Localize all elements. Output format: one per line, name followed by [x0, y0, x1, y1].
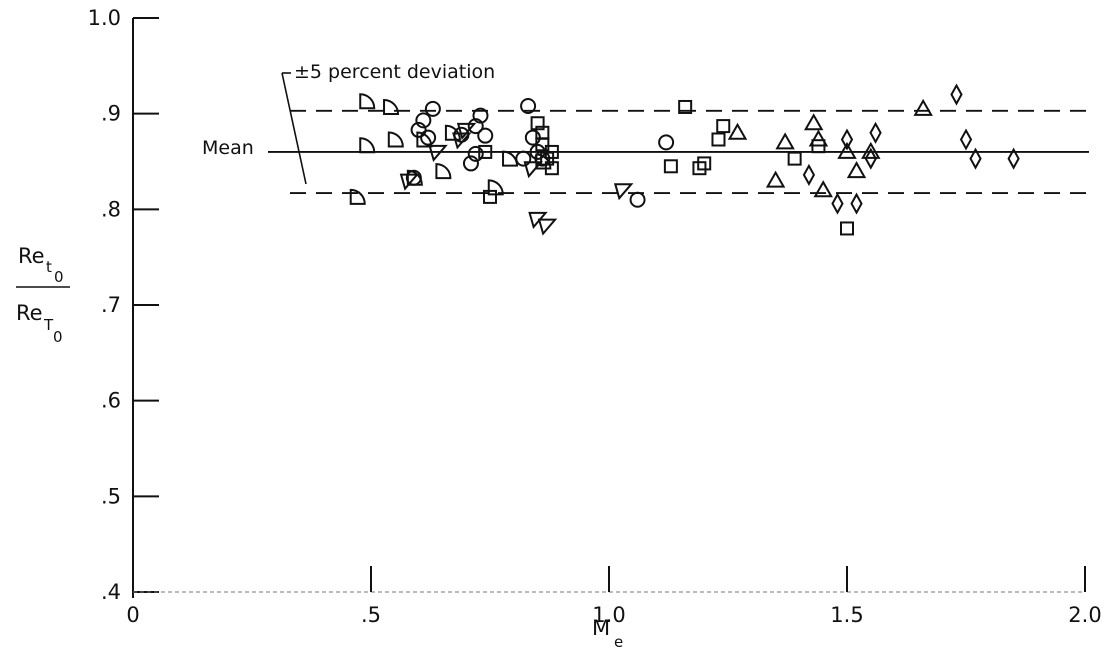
x-axis-label-main: M — [592, 616, 610, 640]
data-point-triangle — [775, 132, 795, 150]
data-point-diamond — [1007, 147, 1020, 170]
data-point-half-circle — [535, 153, 552, 170]
y-tick-label: .5 — [101, 484, 121, 508]
y-axis-label-denominator: Re — [16, 301, 43, 325]
data-point-circle — [658, 134, 675, 151]
data-point-half-circle — [435, 163, 452, 180]
data-point-square — [530, 116, 545, 131]
data-point-diamond — [850, 192, 863, 215]
data-point-half-circle — [349, 188, 366, 205]
data-point-triangle — [846, 161, 867, 179]
x-tick-label: 1.0 — [592, 603, 625, 627]
data-point-half-circle — [359, 137, 376, 154]
data-point-half-circle — [487, 179, 504, 196]
data-point-circle — [467, 145, 484, 162]
data-point-half-circle — [387, 131, 404, 148]
data-point-square — [840, 221, 854, 236]
data-point-square — [544, 144, 559, 159]
data-point-circle — [515, 150, 532, 167]
data-point-triangle-down — [399, 173, 420, 191]
deviation-leader — [281, 72, 307, 185]
y-tick-label: 1.0 — [88, 6, 121, 30]
data-point-triangle — [913, 98, 933, 116]
data-point-circle — [477, 127, 494, 144]
data-point-circle — [405, 169, 422, 186]
data-point-diamond — [864, 147, 877, 170]
data-point-half-circle — [359, 93, 376, 110]
data-point-triangle-down — [537, 218, 558, 236]
data-point-diamond — [959, 128, 973, 151]
x-tick-label: 1.5 — [830, 603, 863, 627]
data-point-square — [535, 137, 550, 152]
y-axis-label-numerator-sub-t: t — [46, 258, 52, 276]
y-tick-label: .7 — [101, 293, 121, 317]
data-point-diamond — [969, 147, 982, 170]
data-point-diamond — [831, 192, 844, 215]
data-point-half-circle — [383, 98, 400, 115]
data-point-square — [716, 119, 731, 134]
data-point-triangle — [861, 141, 881, 159]
data-point-triangle-down — [523, 161, 544, 179]
y-tick-label: .4 — [101, 580, 121, 604]
data-point-diamond — [802, 163, 816, 186]
x-tick-label: 0 — [126, 603, 139, 627]
x-tick-label: 2.0 — [1068, 603, 1101, 627]
y-tick-label: .8 — [101, 197, 121, 221]
data-point-triangle — [813, 180, 833, 198]
data-point-triangle — [808, 129, 829, 147]
data-point-square — [678, 99, 693, 114]
data-point-square — [483, 189, 497, 204]
data-point-circle — [520, 98, 537, 115]
data-point-square — [711, 132, 726, 147]
data-point-circle — [410, 121, 427, 138]
data-point-diamond — [869, 121, 882, 144]
data-point-square — [697, 156, 712, 171]
data-point-circle — [424, 100, 441, 117]
data-point-half-circle — [444, 124, 461, 141]
y-axis-label: Re t 0 Re T 0 — [16, 244, 70, 346]
data-point-triangle-down — [613, 183, 634, 201]
data-point-square — [663, 159, 678, 174]
data-point-half-circle — [502, 150, 519, 167]
deviation-label: ±5 percent deviation — [294, 61, 495, 83]
data-point-triangle — [765, 170, 786, 188]
data-point-triangle-down — [428, 144, 448, 162]
data-point-circle — [629, 191, 646, 208]
mean-label: Mean — [202, 137, 254, 159]
y-axis-label-numerator: Re — [18, 244, 45, 268]
data-points — [349, 83, 1020, 236]
data-point-circle — [420, 129, 437, 146]
data-point-circle — [467, 118, 484, 135]
x-axis-label-subscript: e — [614, 633, 623, 651]
y-axis-label-denominator-sub-0: 0 — [53, 328, 63, 346]
data-point-triangle — [803, 113, 824, 131]
data-point-diamond — [950, 83, 963, 106]
data-point-triangle-down — [456, 122, 477, 140]
data-point-circle — [472, 107, 489, 124]
data-point-triangle — [837, 141, 857, 159]
data-point-square — [478, 144, 493, 159]
data-point-square — [787, 151, 802, 166]
y-tick-label: .9 — [101, 102, 121, 126]
y-axis-label-denominator-sub-T: T — [43, 316, 54, 334]
x-axis-label: M e — [592, 616, 623, 651]
data-point-circle — [462, 155, 479, 172]
axes: .4 .5 .6 .7 .8 .9 1.0 0 .5 1.0 1.5 2.0 — [88, 6, 1102, 627]
data-point-diamond — [840, 128, 854, 151]
reference-lines — [268, 109, 1089, 194]
y-tick-label: .6 — [101, 389, 121, 413]
y-axis-label-numerator-sub-0: 0 — [54, 268, 64, 286]
data-point-square — [692, 161, 707, 176]
data-point-triangle — [727, 122, 748, 140]
data-point-square — [544, 161, 559, 176]
data-point-circle — [415, 112, 432, 129]
x-tick-label: .5 — [361, 603, 381, 627]
